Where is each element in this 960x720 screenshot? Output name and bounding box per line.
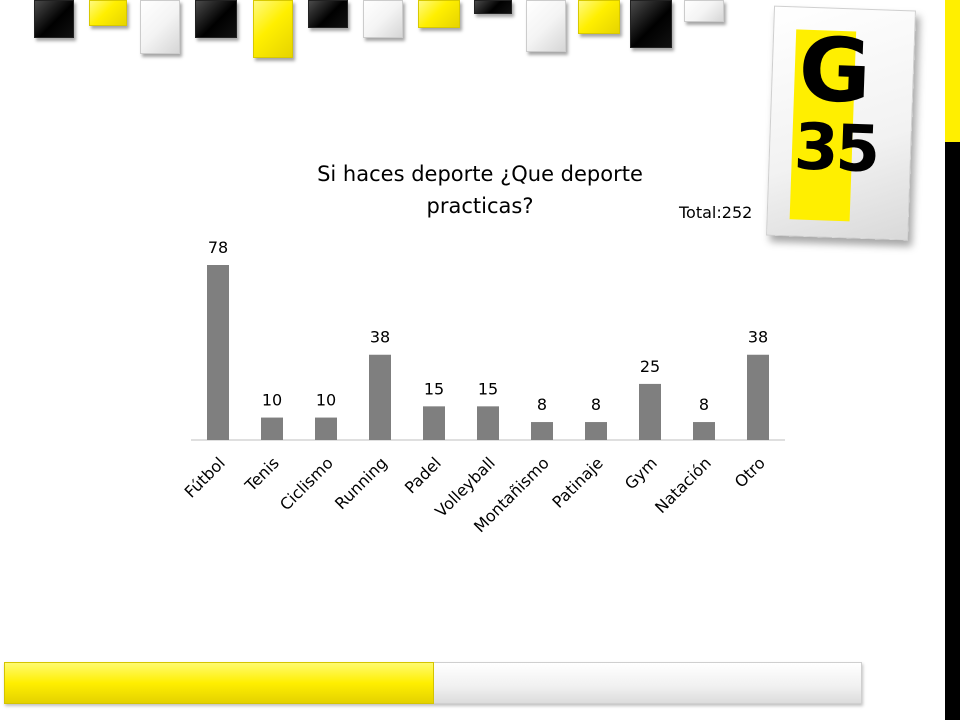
category-label-10: Otro — [731, 453, 769, 491]
bar-5 — [477, 406, 499, 440]
category-label-7: Patinaje — [548, 453, 606, 511]
decor-tile — [474, 0, 512, 14]
decor-tile — [89, 0, 127, 26]
bar-4 — [423, 406, 445, 440]
category-label-0: Fútbol — [181, 453, 229, 501]
category-label-3: Running — [331, 453, 391, 513]
data-label-1: 10 — [262, 391, 282, 410]
decor-tile — [140, 0, 180, 54]
bar-6 — [531, 422, 553, 440]
category-label-4: Padel — [401, 453, 445, 497]
decor-tile — [34, 0, 74, 38]
decor-tile — [363, 0, 403, 38]
bar-10 — [747, 354, 769, 440]
data-label-7: 8 — [591, 395, 601, 414]
data-label-4: 15 — [424, 379, 444, 398]
bar-7 — [585, 422, 607, 440]
category-label-9: Natación — [651, 453, 715, 517]
data-label-8: 25 — [640, 357, 660, 376]
decor-tile — [630, 0, 672, 48]
decor-tile — [253, 0, 293, 58]
data-label-2: 10 — [316, 391, 336, 410]
data-label-6: 8 — [537, 395, 547, 414]
decor-tile — [684, 0, 724, 22]
right-stripe-yellow — [945, 0, 960, 142]
category-label-8: Gym — [621, 453, 661, 493]
category-label-2: Ciclismo — [276, 453, 337, 514]
decor-tile — [418, 0, 460, 28]
decor-tile — [578, 0, 620, 34]
data-label-0: 78 — [208, 238, 228, 257]
bar-1 — [261, 417, 283, 440]
right-stripe-black — [945, 142, 960, 720]
chart-title: Si haces deporte ¿Que deporte practicas? — [317, 162, 643, 218]
category-label-1: Tenis — [241, 453, 283, 495]
decor-tile — [308, 0, 348, 28]
data-label-3: 38 — [370, 328, 390, 347]
progress-fill — [4, 662, 434, 704]
decor-tile — [526, 0, 566, 52]
bar-0 — [207, 265, 229, 440]
data-label-10: 38 — [748, 328, 768, 347]
bar-2 — [315, 417, 337, 440]
data-label-5: 15 — [478, 379, 498, 398]
data-label-9: 8 — [699, 395, 709, 414]
decor-tile — [195, 0, 237, 38]
bar-9 — [693, 422, 715, 440]
bar-3 — [369, 354, 391, 440]
bar-8 — [639, 383, 661, 440]
chart-total-label: Total:252 — [679, 203, 753, 222]
